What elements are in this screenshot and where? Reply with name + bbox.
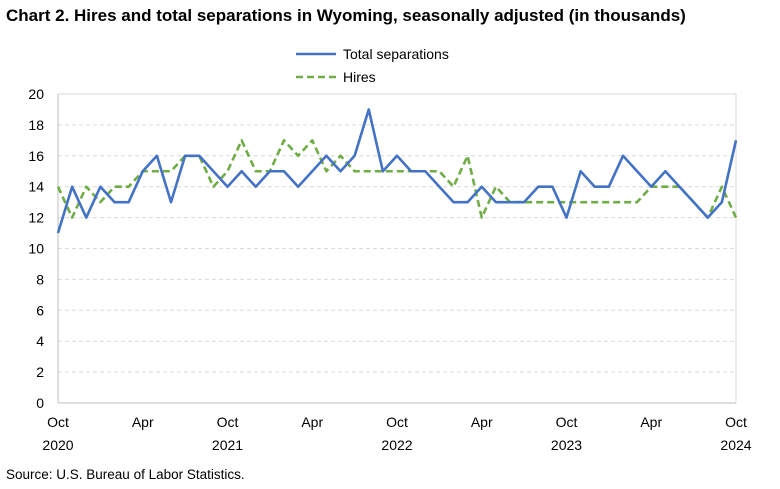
y-tick-label-2: 2 <box>36 364 44 380</box>
series-line-hires <box>56 139 738 219</box>
chart-title: Chart 2. Hires and total separations in … <box>6 6 686 25</box>
x-tick-label-month: Oct <box>47 414 69 430</box>
y-tick-label-16: 16 <box>28 148 44 164</box>
x-tick-label-year: 2021 <box>212 437 243 453</box>
y-tick-label-0: 0 <box>36 395 44 411</box>
y-tick-label-18: 18 <box>28 117 44 133</box>
y-tick-label-4: 4 <box>36 333 44 349</box>
x-tick-label-month: Oct <box>725 414 747 430</box>
y-tick-label-14: 14 <box>28 179 44 195</box>
x-tick-label-year: 2020 <box>42 437 73 453</box>
x-tick-label-month: Oct <box>556 414 578 430</box>
x-tick-label-year: 2023 <box>551 437 582 453</box>
x-tick-label-year: 2022 <box>381 437 412 453</box>
series-line-total-separations <box>56 108 738 234</box>
x-tick-label-month: Oct <box>217 414 239 430</box>
x-tick-label-month: Oct <box>386 414 408 430</box>
x-tick-label-month: Apr <box>640 414 662 430</box>
legend-label-total-separations: Total separations <box>343 46 449 62</box>
gridlines <box>58 93 736 373</box>
series-lines <box>56 108 738 234</box>
legend-label-hires: Hires <box>343 69 376 85</box>
y-tick-labels: 0 2 4 6 8 10 12 14 16 18 20 <box>28 86 44 411</box>
source-note: Source: U.S. Bureau of Labor Statistics. <box>6 467 245 482</box>
y-tick-label-8: 8 <box>36 271 44 287</box>
legend: Total separations Hires <box>296 46 449 85</box>
y-tick-label-12: 12 <box>28 210 44 226</box>
y-tick-label-10: 10 <box>28 241 44 257</box>
y-tick-label-6: 6 <box>36 302 44 318</box>
x-tick-label-month: Apr <box>301 414 323 430</box>
y-tick-label-20: 20 <box>28 86 44 102</box>
x-tick-label-month: Apr <box>471 414 493 430</box>
x-tick-label-year: 2024 <box>720 437 751 453</box>
x-tick-labels: Oct 2020 Apr Oct 2021 Apr Oct 2022 Apr Oct 2023 Apr… <box>42 414 751 453</box>
x-tick-label-month: Apr <box>132 414 154 430</box>
